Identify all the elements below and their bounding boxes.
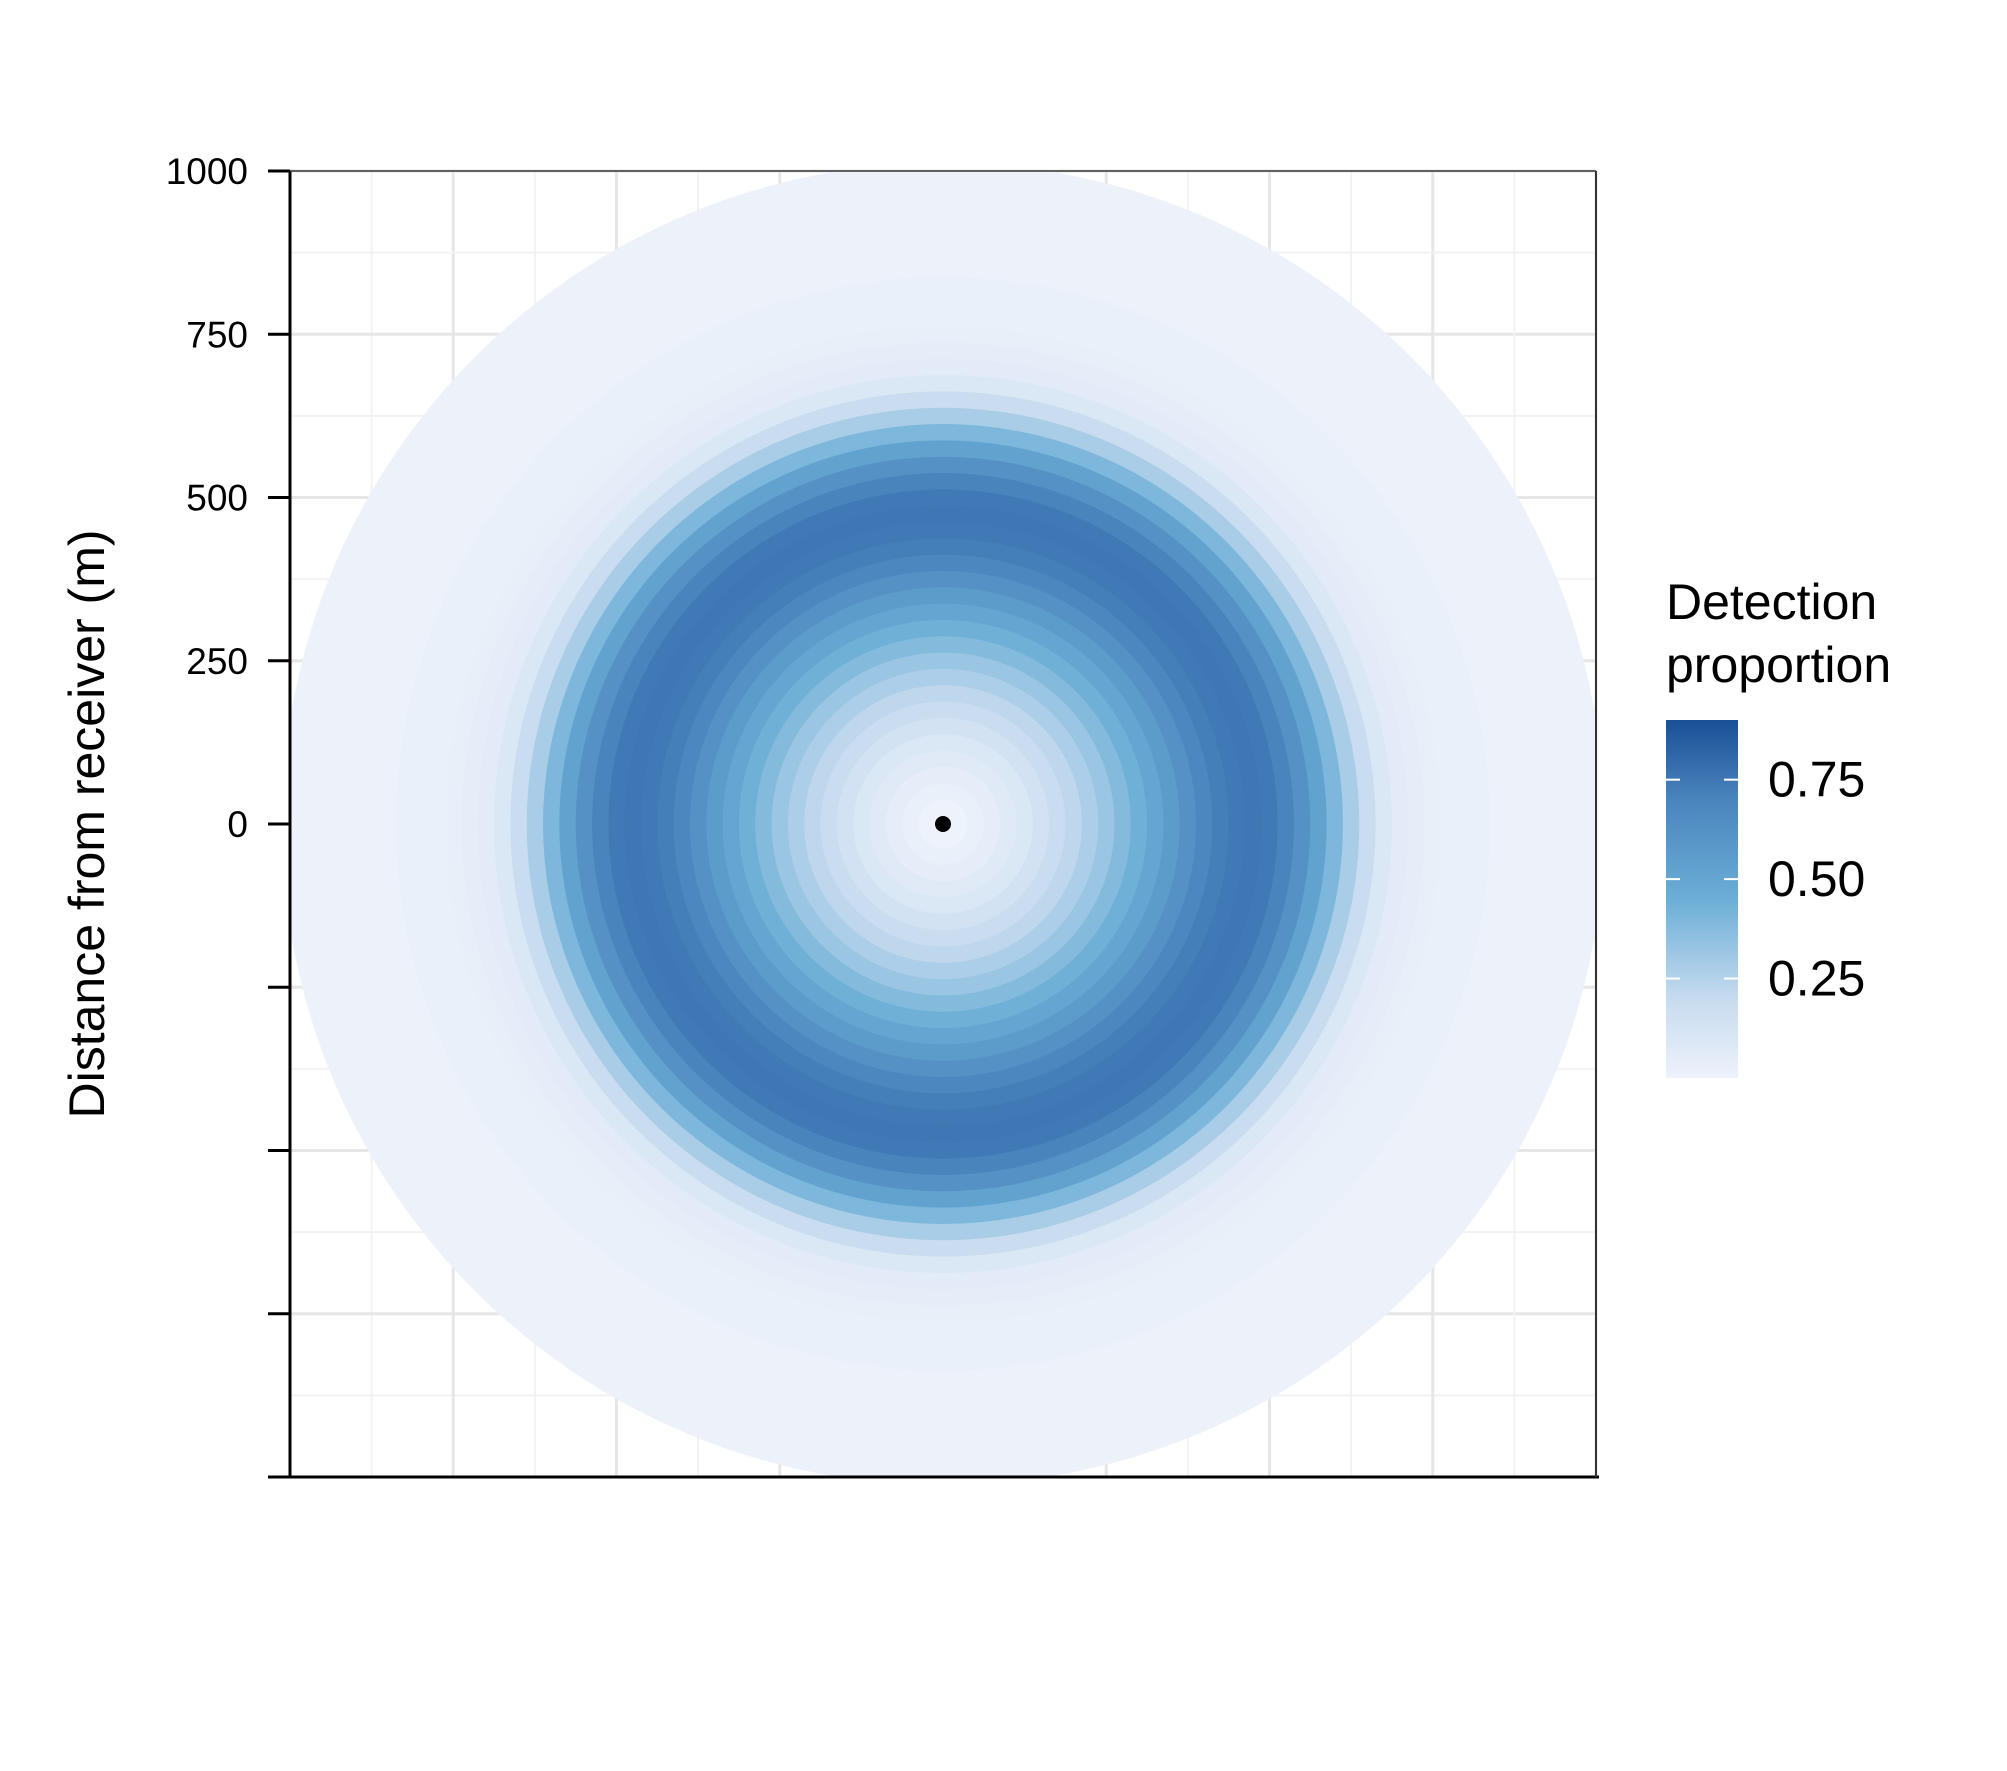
legend-title-line2: proportion xyxy=(1666,637,1891,693)
y-tick-label: 1000 xyxy=(166,151,248,192)
y-axis-ticks: 1000 750 500 250 0 xyxy=(166,151,290,1479)
legend: Detection proportion 0.75 0.50 0.25 xyxy=(1666,574,1891,1078)
y-tick-label: 500 xyxy=(186,478,248,519)
y-tick-label: 750 xyxy=(186,314,248,355)
legend-tick-label: 0.25 xyxy=(1768,951,1865,1007)
legend-tick-label: 0.75 xyxy=(1768,752,1865,808)
legend-colorbar xyxy=(1666,720,1738,1078)
y-axis-label: Distance from receiver (m) xyxy=(59,530,115,1119)
y-tick-label: 250 xyxy=(186,641,248,682)
legend-ticks: 0.75 0.50 0.25 xyxy=(1666,752,1865,1007)
y-tick-label: 0 xyxy=(227,804,248,845)
legend-title-line1: Detection xyxy=(1666,574,1877,630)
legend-tick-label: 0.50 xyxy=(1768,851,1865,907)
receiver-marker xyxy=(935,816,951,832)
